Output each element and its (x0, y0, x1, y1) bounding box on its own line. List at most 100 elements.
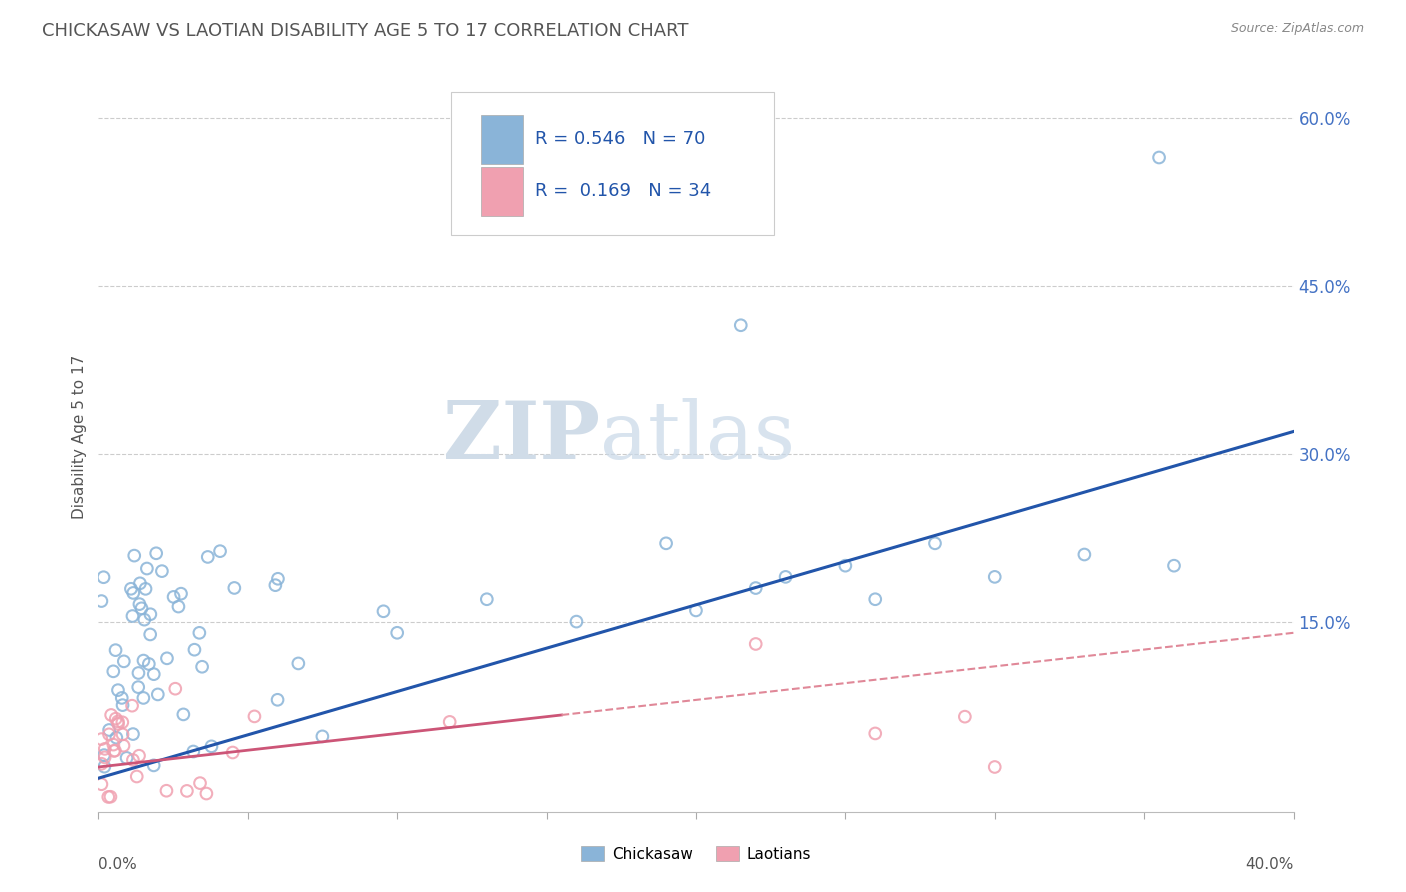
FancyBboxPatch shape (451, 93, 773, 235)
Point (865, 592, 887, 607)
Point (122, 727, 145, 741)
Point (121, 609, 143, 624)
Point (107, 714, 129, 729)
Point (167, 599, 190, 614)
Point (134, 613, 156, 627)
Point (565, 615, 588, 629)
Point (90, 594, 112, 608)
FancyBboxPatch shape (481, 168, 523, 216)
Point (139, 627, 162, 641)
Text: ZIP: ZIP (443, 398, 600, 476)
Point (135, 561, 157, 575)
Point (475, 592, 498, 607)
Point (93, 750, 115, 764)
Point (128, 748, 150, 763)
Point (865, 726, 887, 740)
Point (984, 760, 1007, 774)
Legend: Chickasaw, Laotians: Chickasaw, Laotians (575, 839, 817, 868)
Point (142, 758, 165, 772)
Point (188, 776, 211, 790)
Point (287, 657, 309, 671)
Point (311, 730, 333, 744)
Point (170, 587, 193, 601)
Point (122, 586, 145, 600)
Point (139, 607, 162, 622)
Point (93, 570, 115, 584)
Point (745, 637, 768, 651)
Point (267, 572, 290, 586)
Point (93, 748, 115, 763)
Point (103, 665, 125, 679)
Point (98, 723, 121, 737)
Point (209, 544, 232, 558)
Text: 40.0%: 40.0% (1246, 856, 1294, 871)
Point (730, 318, 752, 333)
Point (122, 549, 145, 563)
Text: atlas: atlas (600, 398, 796, 476)
Point (172, 707, 194, 722)
Point (176, 784, 198, 798)
Point (135, 582, 157, 596)
Point (98, 727, 121, 741)
Point (112, 654, 135, 668)
Point (224, 581, 246, 595)
Point (150, 564, 173, 578)
Point (97, 789, 120, 804)
Point (120, 582, 142, 596)
Point (197, 549, 219, 564)
Point (775, 570, 797, 584)
Text: R =  0.169   N = 34: R = 0.169 N = 34 (534, 182, 711, 201)
Point (104, 643, 127, 657)
Point (373, 604, 395, 618)
Point (1073, 548, 1095, 562)
Point (103, 738, 125, 752)
Point (953, 709, 976, 723)
Point (132, 654, 155, 668)
Point (90, 777, 112, 791)
Point (1163, 558, 1185, 573)
Point (125, 770, 148, 784)
Point (107, 717, 129, 731)
Point (93, 759, 115, 773)
Y-axis label: Disability Age 5 to 17: Disability Age 5 to 17 (72, 355, 87, 519)
Point (924, 536, 946, 550)
Point (155, 783, 177, 797)
Point (100, 708, 122, 723)
Point (104, 743, 127, 757)
Point (191, 659, 214, 673)
Point (264, 578, 287, 592)
Point (90, 756, 112, 771)
Point (834, 558, 856, 573)
Text: Source: ZipAtlas.com: Source: ZipAtlas.com (1230, 22, 1364, 36)
Point (165, 681, 187, 696)
FancyBboxPatch shape (481, 115, 523, 163)
Point (111, 715, 134, 730)
Point (107, 683, 129, 698)
Point (105, 731, 128, 745)
Point (156, 651, 179, 665)
Text: CHICKASAW VS LAOTIAN DISABILITY AGE 5 TO 17 CORRELATION CHART: CHICKASAW VS LAOTIAN DISABILITY AGE 5 TO… (42, 22, 689, 40)
Point (195, 787, 218, 801)
Point (200, 739, 222, 754)
Text: R = 0.546   N = 70: R = 0.546 N = 70 (534, 130, 704, 148)
Point (104, 712, 127, 726)
Point (745, 581, 768, 595)
Point (122, 753, 145, 767)
Point (439, 714, 461, 729)
Point (266, 693, 288, 707)
Point (127, 680, 149, 694)
Point (90, 732, 112, 747)
Point (131, 601, 153, 615)
Point (243, 709, 266, 723)
Point (181, 744, 204, 758)
Point (103, 744, 125, 758)
Point (111, 727, 134, 741)
Point (146, 688, 169, 702)
Point (1147, 151, 1170, 165)
Point (655, 536, 678, 550)
Point (984, 570, 1007, 584)
Point (128, 597, 150, 611)
Point (112, 739, 135, 753)
Point (145, 546, 167, 560)
Point (138, 657, 160, 671)
